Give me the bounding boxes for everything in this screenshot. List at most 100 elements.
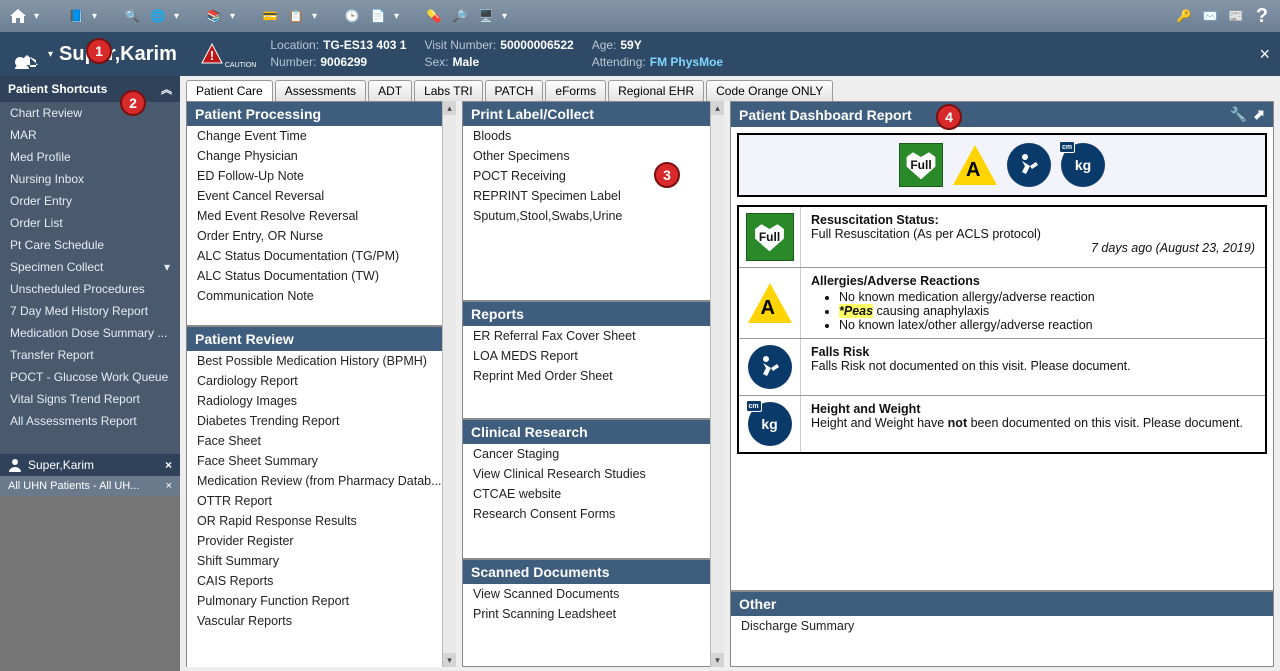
people-pc-icon[interactable]: 🖥️ [476,6,496,26]
sidebar-header[interactable]: Patient Shortcuts ︽ [0,76,180,102]
panel-item[interactable]: Order Entry, OR Nurse [187,226,455,246]
panel-item[interactable]: Print Scanning Leadsheet [463,604,723,624]
panel-item[interactable]: REPRINT Specimen Label [463,186,723,206]
tab[interactable]: Regional EHR [608,80,704,101]
panel-item[interactable]: Other Specimens [463,146,723,166]
home-icon[interactable] [8,6,28,26]
idcard-icon[interactable]: 💳 [260,6,280,26]
key-icon[interactable]: 🔑 [1174,6,1194,26]
sidebar-item[interactable]: Unscheduled Procedures [0,278,180,300]
panel-item[interactable]: Pulmonary Function Report [187,591,455,611]
mail-icon[interactable]: ✉️ [1200,6,1220,26]
books-dropdown[interactable]: ▾ [230,11,240,22]
panel-item[interactable]: Bloods [463,126,723,146]
sidebar-patient-sub[interactable]: All UHN Patients - All UH... × [0,476,180,496]
sidebar-item[interactable]: Transfer Report [0,344,180,366]
sidebar-item[interactable]: All Assessments Report [0,410,180,432]
panel-item[interactable]: CTCAE website [463,484,723,504]
notes-dropdown[interactable]: ▾ [394,11,404,22]
panel-item[interactable]: Research Consent Forms [463,504,723,524]
panel-item[interactable]: Vascular Reports [187,611,455,631]
panel-item[interactable]: ER Referral Fax Cover Sheet [463,326,723,346]
search-inbox-icon[interactable]: 🔍 [122,6,142,26]
panel-item[interactable]: Cancer Staging [463,444,723,464]
tab[interactable]: Code Orange ONLY [706,80,833,101]
panel-item[interactable]: POCT Receiving [463,166,723,186]
panel-item[interactable]: Diabetes Trending Report [187,411,455,431]
attending-value[interactable]: FM PhysMoe [650,55,723,69]
popout-icon[interactable]: ⬈ [1253,106,1265,123]
panel-item[interactable]: Sputum,Stool,Swabs,Urine [463,206,723,226]
clipboard-dropdown[interactable]: ▾ [312,11,322,22]
sidebar-item[interactable]: Order List [0,212,180,234]
panel-item[interactable]: Radiology Images [187,391,455,411]
panel-item[interactable]: Face Sheet Summary [187,451,455,471]
tab[interactable]: Patient Care [186,80,273,101]
panel-item[interactable]: Medication Review (from Pharmacy Datab..… [187,471,455,491]
sidebar-item[interactable]: Medication Dose Summary ... [0,322,180,344]
panel-item[interactable]: ALC Status Documentation (TW) [187,266,455,286]
tab[interactable]: Labs TRI [414,80,482,101]
home-dropdown[interactable]: ▾ [34,11,44,22]
sidebar-item[interactable]: Nursing Inbox [0,168,180,190]
panel-item[interactable]: Shift Summary [187,551,455,571]
clipboard-icon[interactable]: 📋 [286,6,306,26]
panel-item[interactable]: Change Physician [187,146,455,166]
panel-item[interactable]: Face Sheet [187,431,455,451]
panel-item[interactable]: OTTR Report [187,491,455,511]
panel-item[interactable]: OR Rapid Response Results [187,511,455,531]
panel-item[interactable]: ALC Status Documentation (TG/PM) [187,246,455,266]
close-chip-icon[interactable]: × [165,458,172,472]
sidebar-item[interactable]: POCT - Glucose Work Queue [0,366,180,388]
close-patient-icon[interactable]: × [1259,44,1270,65]
panel-item[interactable]: CAIS Reports [187,571,455,591]
search-doc-icon[interactable]: 🔎 [450,6,470,26]
panel-item[interactable]: Event Cancel Reversal [187,186,455,206]
pill-icon[interactable]: 💊 [424,6,444,26]
help-icon[interactable]: ? [1252,6,1272,26]
panel-item[interactable]: Cardiology Report [187,371,455,391]
panel-item[interactable]: View Scanned Documents [463,584,723,604]
panel-item[interactable]: Provider Register [187,531,455,551]
book-icon[interactable]: 📘 [66,6,86,26]
patient-header-dropdown[interactable]: ▾ [48,49,53,60]
column2-scrollbar[interactable]: ▴▾ [710,101,724,667]
book-dropdown[interactable]: ▾ [92,11,102,22]
orbit-dropdown[interactable]: ▾ [174,11,184,22]
orbit-icon[interactable]: 🌐 [148,6,168,26]
notes-icon[interactable]: 📄 [368,6,388,26]
sidebar-item[interactable]: Chart Review [0,102,180,124]
sidebar-patient-chip[interactable]: Super,Karim × [0,454,180,476]
books-icon[interactable]: 📚 [204,6,224,26]
panel-item[interactable]: ED Follow-Up Note [187,166,455,186]
chevron-down-icon[interactable]: ▾ [164,260,170,274]
panel-item[interactable]: LOA MEDS Report [463,346,723,366]
panel-item[interactable]: Best Possible Medication History (BPMH) [187,351,455,371]
sidebar-item[interactable]: MAR [0,124,180,146]
panel-item[interactable]: Communication Note [187,286,455,306]
newspaper-icon[interactable]: 📰 [1226,6,1246,26]
sidebar-item[interactable]: Specimen Collect▾ [0,256,180,278]
sidebar-item[interactable]: Vital Signs Trend Report [0,388,180,410]
panel-item[interactable]: Med Event Resolve Reversal [187,206,455,226]
tab[interactable]: eForms [545,80,606,101]
sidebar-item[interactable]: Order Entry [0,190,180,212]
sidebar-item[interactable]: Pt Care Schedule [0,234,180,256]
pc-dropdown[interactable]: ▾ [502,11,512,22]
sidebar-item[interactable]: 7 Day Med History Report [0,300,180,322]
panel-item[interactable]: View Clinical Research Studies [463,464,723,484]
clock-icon[interactable]: 🕒 [342,6,362,26]
tab[interactable]: PATCH [485,80,544,101]
sidebar-item[interactable]: Med Profile [0,146,180,168]
tab[interactable]: ADT [368,80,412,101]
panel-item[interactable]: Discharge Summary [731,616,1273,636]
collapse-icon[interactable]: ︽ [161,81,172,97]
caution-icon[interactable]: ! [201,43,223,65]
column1-scrollbar[interactable]: ▴▾ [442,101,456,667]
panel-item[interactable]: Change Event Time [187,126,455,146]
close-sub-icon[interactable]: × [166,480,172,492]
tab[interactable]: Assessments [275,80,366,101]
wrench-icon[interactable]: 🔧 [1230,106,1247,123]
patient-header-icon[interactable] [10,39,44,69]
panel-item[interactable]: Reprint Med Order Sheet [463,366,723,386]
